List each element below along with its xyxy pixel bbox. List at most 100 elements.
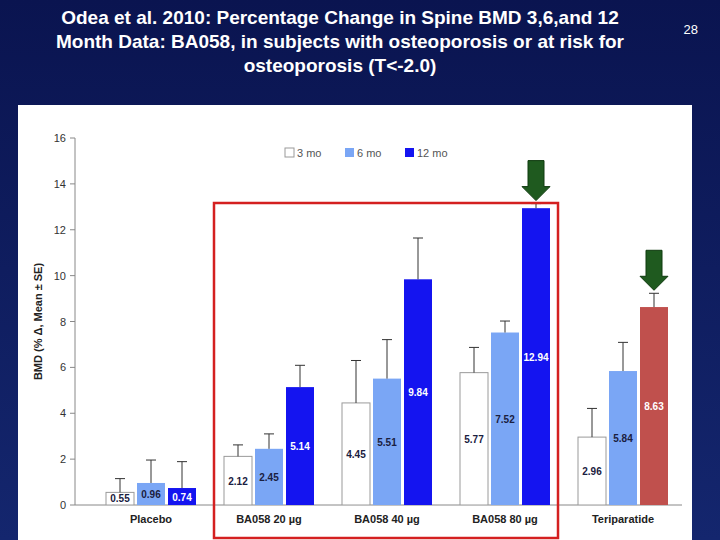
panel <box>18 105 692 540</box>
data-label: 2.45 <box>259 472 279 483</box>
error-bar <box>351 360 361 402</box>
error-line <box>238 445 239 456</box>
highlight-box <box>214 203 558 538</box>
data-label: 2.12 <box>228 476 248 487</box>
error-bar <box>413 238 423 279</box>
data-label: 5.84 <box>613 433 633 444</box>
y-tick-label: 10 <box>54 270 66 282</box>
legend-label: 3 mo <box>297 147 321 159</box>
error-cap <box>382 339 392 340</box>
bar <box>137 483 165 505</box>
title: Odea et al. 2010: Percentage Change in S… <box>35 6 645 78</box>
data-label: 2.96 <box>582 466 602 477</box>
error-cap <box>146 460 156 461</box>
error-cap <box>264 433 274 434</box>
bar <box>609 371 637 505</box>
data-label: 7.52 <box>495 414 515 425</box>
legend-swatch <box>345 148 354 157</box>
bars <box>106 204 668 505</box>
data-label: 5.51 <box>377 437 397 448</box>
bar <box>342 403 370 505</box>
data-label: 0.55 <box>110 493 130 504</box>
arrow <box>522 161 550 201</box>
error-cap <box>469 347 479 348</box>
x-tick-label: BA058 80 µg <box>472 513 538 525</box>
error-line <box>654 293 655 307</box>
error-line <box>356 360 357 402</box>
y-tick <box>70 183 75 184</box>
page-number: 28 <box>684 22 698 37</box>
legend-swatch <box>405 148 414 157</box>
y-tick-label: 12 <box>54 224 66 236</box>
data-label: 8.63 <box>644 401 664 412</box>
error-cap <box>413 238 423 239</box>
bar <box>224 456 252 505</box>
y-axis-label: BMD (% Δ, Mean ± SE) <box>32 263 44 381</box>
bar <box>640 307 668 505</box>
error-line <box>269 434 270 449</box>
bar <box>404 279 432 505</box>
bar <box>286 387 314 505</box>
error-line <box>120 479 121 493</box>
error-bar <box>618 342 628 371</box>
bar <box>106 492 134 505</box>
chart: 0246810121416BMD (% Δ, Mean ± SE)Placebo… <box>0 0 720 540</box>
y-tick-label: 6 <box>60 361 66 373</box>
error-line <box>623 342 624 371</box>
bar <box>491 333 519 505</box>
error-bar <box>587 408 597 437</box>
y-tick <box>70 138 75 139</box>
y-tick <box>70 505 75 506</box>
error-bar <box>500 321 510 332</box>
x-tick-label: BA058 40 µg <box>354 513 420 525</box>
arrow <box>640 250 668 290</box>
data-label: 5.14 <box>290 441 310 452</box>
x-tick-label: BA058 20 µg <box>236 513 302 525</box>
error-cap <box>177 461 187 462</box>
error-cap <box>587 408 597 409</box>
error-line <box>474 347 475 372</box>
data-label: 5.77 <box>464 434 484 445</box>
legend-label: 12 mo <box>417 147 448 159</box>
bar <box>255 449 283 505</box>
error-cap <box>233 444 243 445</box>
error-line <box>592 408 593 437</box>
error-line <box>151 460 152 483</box>
y-tick <box>70 459 75 460</box>
error-line <box>300 365 301 387</box>
data-label: 4.45 <box>346 449 366 460</box>
error-bar <box>115 479 125 493</box>
error-bar <box>233 445 243 456</box>
error-line <box>418 238 419 279</box>
legend-swatch <box>285 148 294 157</box>
error-line <box>387 340 388 379</box>
bar <box>460 373 488 505</box>
error-bar <box>264 434 274 449</box>
x-tick-label: Placebo <box>130 513 172 525</box>
y-axis <box>75 138 76 505</box>
error-bar <box>295 365 305 387</box>
error-bar <box>531 204 541 209</box>
error-line <box>182 462 183 488</box>
error-line <box>536 204 537 209</box>
y-tick-label: 0 <box>60 499 66 511</box>
error-cap <box>295 365 305 366</box>
bar <box>373 379 401 505</box>
y-tick-label: 14 <box>54 178 66 190</box>
bar <box>168 488 196 505</box>
error-bar <box>146 460 156 483</box>
error-cap <box>618 342 628 343</box>
bar <box>522 208 550 505</box>
error-bar <box>382 340 392 379</box>
y-tick-label: 16 <box>54 132 66 144</box>
data-label: 12.94 <box>523 352 548 363</box>
x-tick-label: Teriparatide <box>592 513 654 525</box>
y-tick-label: 4 <box>60 407 66 419</box>
y-tick <box>70 367 75 368</box>
error-line <box>505 321 506 332</box>
error-bar <box>649 293 659 307</box>
y-tick <box>70 321 75 322</box>
y-tick <box>70 413 75 414</box>
bar <box>578 437 606 505</box>
legend-label: 6 mo <box>357 147 381 159</box>
